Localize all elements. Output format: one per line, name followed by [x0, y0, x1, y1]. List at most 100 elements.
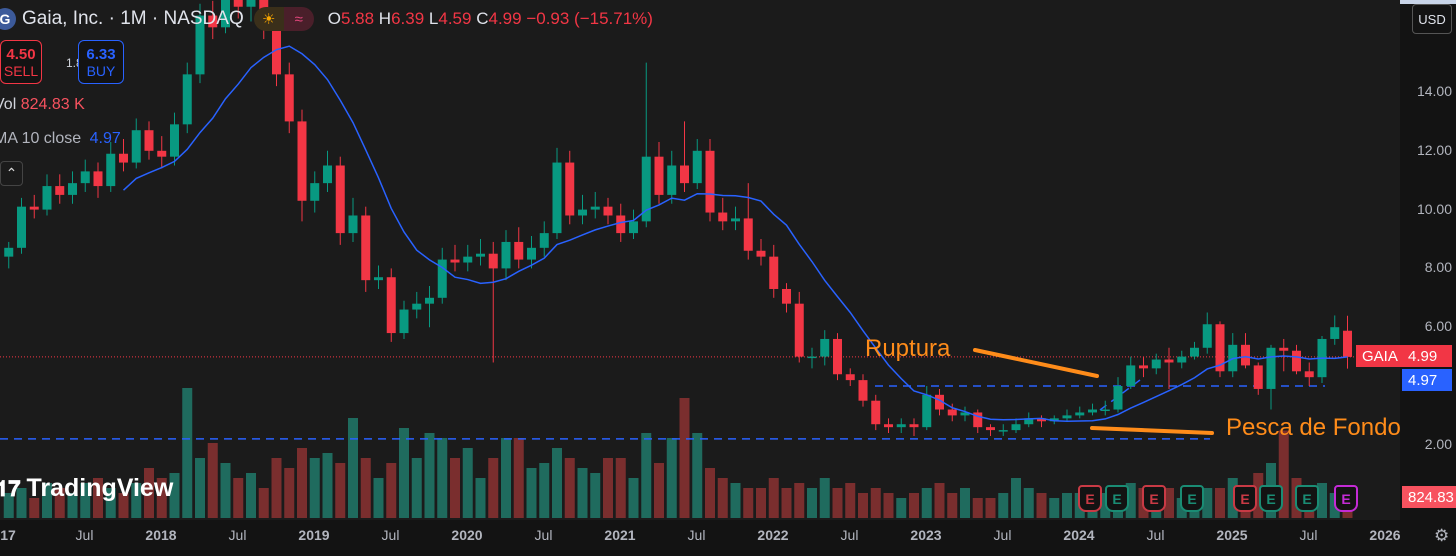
earnings-marker-beat[interactable]: E: [1259, 485, 1283, 512]
volume-bar: [756, 488, 766, 518]
volume-bar: [998, 493, 1009, 518]
earnings-marker-upcoming[interactable]: E: [1334, 485, 1358, 512]
volume-bar: [985, 498, 996, 518]
sma-price-label: 4.97: [1402, 369, 1452, 391]
volume-bar: [246, 473, 256, 518]
volume-legend[interactable]: Vol 824.83 K: [0, 96, 85, 113]
sun-icon[interactable]: ☀: [253, 7, 284, 31]
candle-body: [284, 74, 294, 122]
candle-body: [1024, 418, 1034, 425]
candle-body: [922, 394, 932, 428]
candle-body: [641, 156, 651, 222]
volume-bar: [603, 458, 613, 518]
volume-bar: [105, 488, 116, 518]
candle-body: [845, 374, 855, 381]
candle-body: [55, 186, 65, 195]
time-tick: Jul: [993, 527, 1012, 543]
candle-body: [667, 165, 677, 195]
candle-body: [871, 400, 881, 425]
time-tick: Jul: [381, 527, 400, 543]
candle-body: [4, 247, 14, 257]
candle-body: [654, 156, 664, 195]
tradingview-logo[interactable]: 𝟏𝟕 TradingView: [0, 474, 174, 502]
candle-body: [501, 241, 511, 269]
earnings-marker-beat[interactable]: E: [1105, 485, 1129, 512]
candle-body: [807, 356, 817, 359]
candle-body: [1266, 347, 1276, 389]
volume-bar: [284, 468, 295, 518]
candle-body: [947, 409, 957, 416]
volume-bar: [832, 488, 843, 518]
time-tick: 2019: [298, 527, 330, 543]
volume-bar: [819, 478, 830, 518]
candle-body: [348, 215, 358, 234]
candle-body: [386, 277, 396, 334]
candle-body: [335, 165, 345, 234]
candle-body: [514, 241, 524, 260]
volume-bar: [348, 418, 358, 518]
price-tick: 6.00: [1424, 318, 1452, 335]
time-tick: 2023: [910, 527, 942, 543]
candle-body: [399, 309, 409, 334]
annotation-ruptura[interactable]: Ruptura: [865, 335, 951, 362]
price-tick: 8.00: [1424, 259, 1452, 276]
sma-legend[interactable]: MA 10 close 4.97: [0, 130, 121, 147]
volume-bar: [182, 388, 193, 518]
volume-bar: [1125, 483, 1136, 518]
buy-button[interactable]: 6.33 BUY: [78, 40, 124, 84]
candle-body: [629, 221, 638, 234]
candle-body: [450, 259, 460, 263]
annotation-pesca-de-fondo[interactable]: Pesca de Fondo: [1226, 414, 1401, 441]
earnings-marker-miss[interactable]: E: [1233, 485, 1257, 512]
volume-bar: [67, 493, 78, 518]
volume-bar: [233, 478, 244, 518]
time-tick: 2021: [604, 527, 636, 543]
settings-icon[interactable]: ⚙: [1434, 526, 1450, 545]
candle-body: [692, 150, 702, 184]
volume-bar: [156, 478, 167, 518]
earnings-marker-beat[interactable]: E: [1295, 485, 1319, 512]
earnings-marker-miss[interactable]: E: [1078, 485, 1102, 512]
candle-body: [195, 15, 205, 75]
volume-bar: [220, 463, 231, 518]
candle-body: [1049, 418, 1059, 422]
candle-body: [1330, 327, 1340, 339]
earnings-marker-miss[interactable]: E: [1142, 485, 1166, 512]
volume-bar: [1023, 488, 1034, 518]
volume-bar: [768, 478, 779, 518]
time-tick: Jul: [534, 527, 553, 543]
currency-button[interactable]: USD: [1412, 4, 1452, 34]
candle-body: [323, 165, 332, 184]
volume-bar: [42, 483, 52, 518]
candle-body: [1126, 365, 1136, 386]
volume-bar: [564, 458, 575, 518]
price-tick: 10.00: [1416, 200, 1452, 217]
candle-body: [93, 171, 103, 187]
candle-body: [1190, 347, 1199, 357]
volume-bar: [322, 453, 333, 518]
chevron-up-icon[interactable]: ⌃: [0, 161, 23, 186]
volume-bar: [1049, 498, 1060, 518]
volume-bar: [258, 488, 269, 518]
earnings-marker-beat[interactable]: E: [1180, 485, 1204, 512]
symbol-title[interactable]: Gaia, Inc. · 1M · NASDAQ: [22, 8, 244, 29]
candle-body: [756, 250, 766, 257]
sell-button[interactable]: 4.50 SELL: [0, 40, 42, 84]
wave-icon[interactable]: ≈: [283, 7, 314, 31]
candle-body: [527, 247, 536, 260]
price-chart[interactable]: [0, 0, 1400, 520]
company-logo: G: [0, 8, 16, 30]
volume-bar: [29, 498, 40, 518]
candle-body: [1202, 324, 1212, 348]
candle-body: [743, 218, 753, 251]
candle-body: [1037, 418, 1046, 422]
volume-bar: [730, 483, 741, 518]
volume-bar: [615, 458, 626, 518]
volume-bar: [590, 473, 601, 518]
volume-bar: [921, 488, 932, 518]
candle-body: [1139, 365, 1148, 369]
time-tick: Jul: [687, 527, 706, 543]
volume-bar: [1342, 507, 1353, 518]
volume-bar: [488, 458, 499, 518]
volume-bar: [845, 483, 856, 518]
